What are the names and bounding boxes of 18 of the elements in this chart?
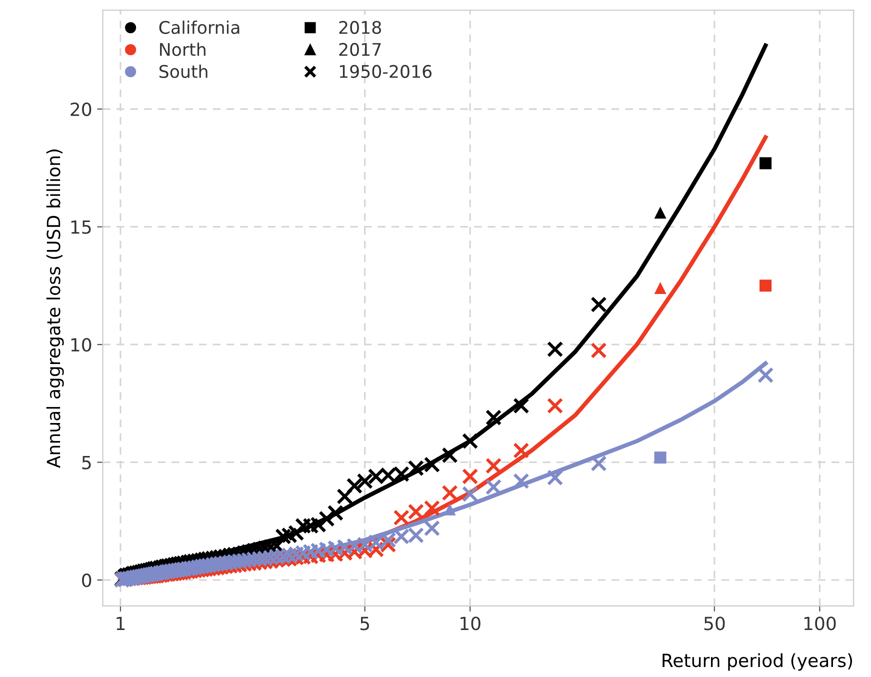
legend-label: 1950-2016 [340, 64, 432, 78]
x-tick-label: 50 [704, 616, 725, 630]
x-tick-label: 100 [804, 616, 836, 630]
y-axis-title: Annual aggregate loss (USD billion) [46, 150, 64, 468]
legend-label: South [159, 64, 208, 78]
y-tick-label: 10 [71, 338, 92, 352]
x-axis-title: Return period (years) [662, 653, 852, 671]
y-tick-label: 15 [71, 220, 91, 234]
legend-label: 2017 [339, 42, 381, 56]
legend-label: 2018 [339, 20, 381, 34]
x-tick-label: 1 [116, 616, 125, 630]
x-tick-label: 5 [360, 616, 370, 630]
x-tick-label: 10 [460, 616, 480, 630]
y-tick-label: 20 [70, 102, 92, 116]
y-tick-label: 0 [82, 573, 92, 588]
y-tick-label: 5 [82, 456, 91, 470]
legend-label: North [160, 42, 206, 56]
legend-label: California [159, 20, 240, 34]
